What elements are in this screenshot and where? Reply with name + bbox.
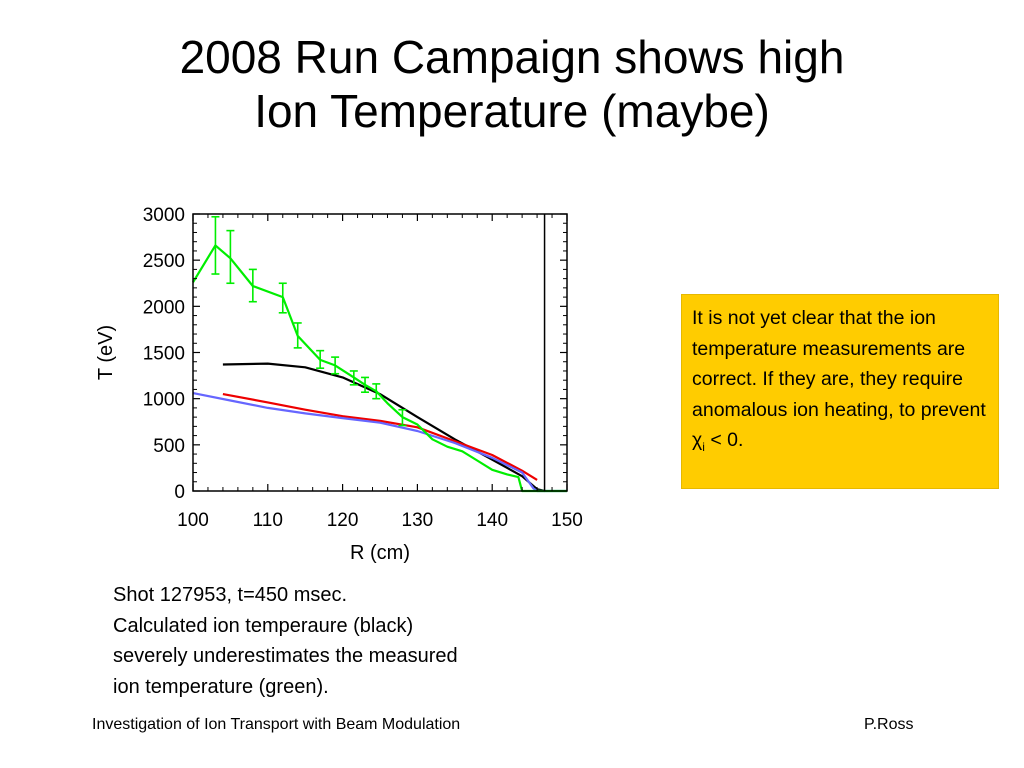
y-tick-label: 500 <box>153 436 185 457</box>
series-line-0 <box>192 244 567 493</box>
slide-title-line-2: Ion Temperature (maybe) <box>254 85 770 137</box>
caption-line-1: Shot 127953, t=450 msec. <box>113 584 348 606</box>
chart-error-bars <box>211 215 407 427</box>
x-tick-label: 130 <box>402 510 434 531</box>
footer-author: P.Ross <box>864 716 914 733</box>
y-tick-label: 2000 <box>143 297 185 318</box>
y-axis-label: T (eV) <box>95 325 117 380</box>
caption-line-2: Calculated ion temperaure (black) <box>113 614 414 637</box>
plot-frame <box>192 213 568 492</box>
x-tick-label: 100 <box>177 510 209 531</box>
series-line-2 <box>222 393 538 481</box>
caption-line-4: ion temperature (green). <box>113 675 329 698</box>
chi-symbol: χ <box>692 429 703 451</box>
chi-subscript: i <box>702 439 705 454</box>
x-axis-label: R (cm) <box>350 542 410 564</box>
y-tick-label: 2500 <box>143 251 185 272</box>
ion-temperature-chart: 100 110 120 130 140 150 0 500 1000 1500 2000 2500 3… <box>95 205 583 564</box>
y-tick-label: 1000 <box>143 390 185 411</box>
y-axis-ticks: 0 500 1000 1500 2000 2500 3000 <box>143 205 567 503</box>
y-tick-label: 0 <box>174 482 185 503</box>
note-suffix: < 0. <box>704 429 744 451</box>
x-tick-label: 140 <box>476 510 508 531</box>
x-tick-label: 150 <box>551 510 583 531</box>
x-tick-label: 120 <box>327 510 359 531</box>
x-tick-label: 110 <box>253 510 283 531</box>
x-axis-ticks: 100 110 120 130 140 150 <box>177 214 583 531</box>
slide-title-line-1: 2008 Run Campaign shows high <box>179 31 845 83</box>
note-text: It is not yet clear that the ion tempera… <box>692 307 986 421</box>
footer-title: Investigation of Ion Transport with Beam… <box>92 716 461 733</box>
caption-line-3: severely underestimates the measured <box>113 645 458 667</box>
series-line-3 <box>192 392 567 493</box>
y-tick-label: 3000 <box>143 205 185 226</box>
chart-series-group <box>192 244 567 493</box>
note-callout: It is not yet clear that the ion tempera… <box>681 294 999 489</box>
chart-caption: Shot 127953, t=450 msec. Calculated ion … <box>113 580 583 702</box>
y-tick-label: 1500 <box>143 344 185 365</box>
slide-title: 2008 Run Campaign shows high Ion Tempera… <box>40 30 984 138</box>
